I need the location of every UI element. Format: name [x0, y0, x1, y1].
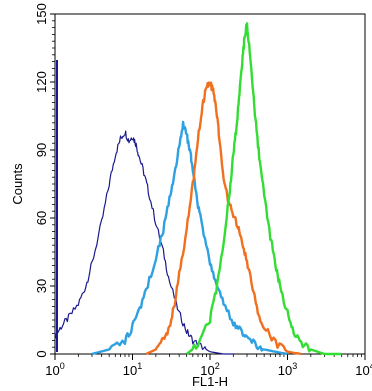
y-tick-label: 150: [34, 3, 49, 25]
series-line-2: [91, 120, 288, 356]
series-line-3: [145, 81, 302, 356]
x-tick-label: 104: [355, 361, 372, 378]
x-axis-title: FL1-H: [192, 374, 228, 389]
x-tick-label: 102: [200, 361, 219, 378]
y-tick-label: 90: [34, 143, 49, 157]
series-line-4: [185, 22, 342, 356]
y-axis: 0 30 60 90 120 150: [34, 3, 55, 358]
x-tick-label: 101: [123, 361, 142, 378]
x-tick-label: 103: [278, 361, 297, 378]
y-axis-title: Counts: [10, 163, 25, 205]
y-tick-label: 0: [34, 350, 49, 357]
series-line-1: [54, 130, 234, 355]
x-axis: 100 101 102 103 104: [45, 354, 372, 378]
series-layer: [54, 22, 342, 356]
x-tick-label: 100: [45, 361, 64, 378]
plot-frame: [54, 13, 366, 355]
y-tick-label: 120: [34, 71, 49, 93]
y-tick-label: 60: [34, 211, 49, 225]
y-tick-label: 30: [34, 279, 49, 293]
